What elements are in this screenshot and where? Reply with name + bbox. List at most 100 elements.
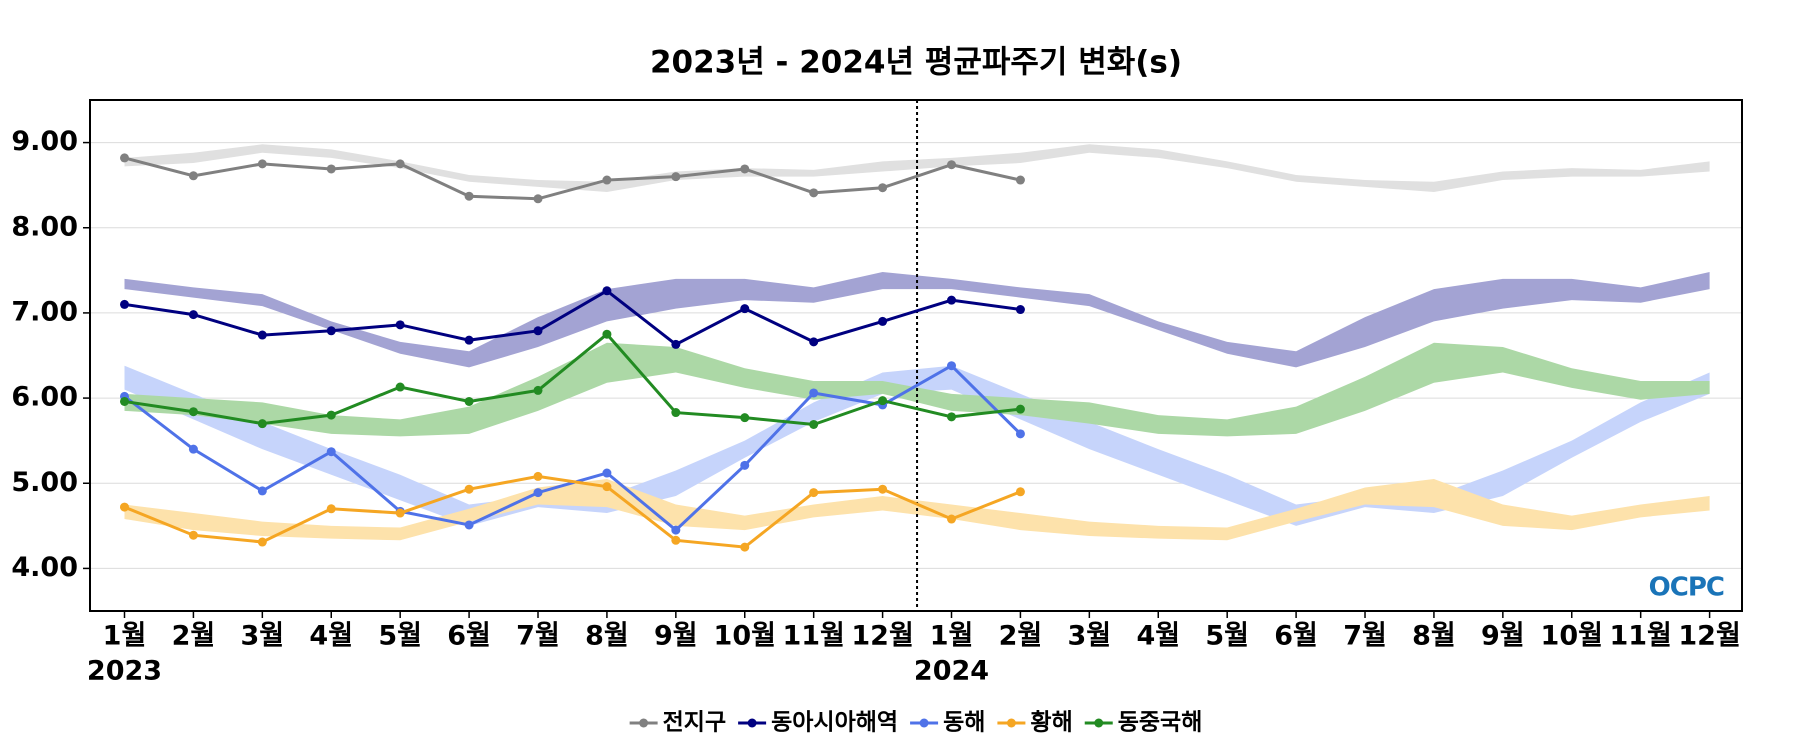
x-tick-label: 12월 [851, 621, 913, 652]
x-tick-label: 2월 [999, 621, 1043, 652]
data-point [740, 460, 750, 470]
legend-label: 동중국해 [1118, 710, 1203, 736]
y-tick-label: 5.00 [11, 467, 78, 498]
data-point [602, 175, 612, 185]
data-point [947, 514, 957, 524]
legend-marker [639, 718, 649, 728]
x-tick-label: 12월 [1678, 621, 1740, 652]
x-tick-label: 10월 [714, 621, 776, 652]
data-point [1015, 305, 1025, 315]
data-point [602, 286, 612, 296]
data-point [533, 471, 543, 481]
data-point [326, 326, 336, 336]
data-point [188, 407, 198, 417]
data-point [326, 164, 336, 174]
data-point [671, 525, 681, 535]
legend-marker [1006, 718, 1016, 728]
data-point [671, 408, 681, 418]
data-point [257, 486, 267, 496]
x-tick-label: 4월 [1136, 621, 1180, 652]
data-point [326, 504, 336, 514]
x-tick-label: 2월 [172, 621, 216, 652]
data-point [257, 419, 267, 429]
data-point [188, 171, 198, 181]
legend-item: 동해 [910, 710, 985, 736]
data-point [878, 183, 888, 193]
data-point [947, 160, 957, 170]
y-tick-label: 9.00 [11, 126, 78, 157]
data-point [809, 419, 819, 429]
data-point [395, 320, 405, 330]
data-point [809, 488, 819, 498]
data-point [1015, 404, 1025, 414]
data-point [464, 484, 474, 494]
x-tick-label: 10월 [1541, 621, 1603, 652]
x-tick-label: 8월 [1412, 621, 1456, 652]
data-point [740, 413, 750, 423]
data-point [395, 382, 405, 392]
data-point [878, 396, 888, 406]
x-tick-label: 5월 [378, 621, 422, 652]
data-point [464, 191, 474, 201]
data-point [533, 488, 543, 498]
legend-item: 동아시아해역 [738, 710, 898, 736]
data-point [602, 482, 612, 492]
data-point [120, 396, 129, 406]
data-point [120, 299, 129, 309]
data-point [464, 396, 474, 406]
year-label: 2024 [914, 656, 989, 687]
x-tick-label: 1월 [930, 621, 974, 652]
y-tick-label: 8.00 [11, 211, 78, 242]
data-point [1015, 175, 1025, 185]
year-label: 2023 [87, 656, 162, 687]
data-point [533, 194, 543, 204]
data-point [188, 444, 198, 454]
plot-frame [89, 99, 1743, 612]
data-point [257, 537, 267, 547]
x-tick-label: 8월 [585, 621, 629, 652]
logo: OCPC [1649, 573, 1724, 603]
series-line [124, 332, 1021, 427]
data-point [120, 153, 129, 163]
data-point [257, 159, 267, 169]
series-line [124, 288, 1021, 347]
series-line [123, 474, 1021, 549]
x-tick-label: 6월 [447, 621, 491, 652]
legend-item: 전지구 [629, 710, 726, 736]
legend-label: 동해 [943, 710, 985, 736]
data-point [671, 535, 681, 545]
data-point [740, 542, 750, 552]
data-point [809, 337, 819, 347]
data-point [671, 339, 681, 349]
data-point [395, 159, 405, 169]
y-tick-label: 6.00 [11, 382, 78, 413]
data-point [326, 410, 336, 420]
data-point [1015, 487, 1025, 497]
legend-marker [747, 718, 757, 728]
x-tick-label: 7월 [1343, 621, 1387, 652]
data-point [740, 164, 750, 174]
legend-label: 전지구 [663, 710, 726, 736]
legend-marker [919, 718, 929, 728]
data-point [947, 361, 957, 371]
data-point [464, 335, 474, 345]
x-tick-label: 3월 [241, 621, 285, 652]
series-line [124, 156, 1021, 201]
legend: 전지구 동아시아해역 동해 황해 동중국해 [629, 710, 1203, 736]
x-tick-label: 4월 [309, 621, 353, 652]
data-point [602, 329, 612, 339]
x-tick-label: 5월 [1205, 621, 1249, 652]
x-tick-label: 11월 [1609, 621, 1671, 652]
data-point [188, 530, 198, 540]
data-point [188, 310, 198, 320]
chart-title: 2023년 - 2024년 평균파주기 변화(s) [650, 45, 1182, 81]
data-point [602, 468, 612, 478]
data-point [1015, 429, 1025, 439]
y-tick-label: 4.00 [11, 552, 78, 583]
data-point [947, 412, 957, 422]
data-point [120, 502, 129, 512]
y-tick-label: 7.00 [11, 296, 78, 327]
data-point [740, 304, 750, 314]
data-point [533, 385, 543, 395]
